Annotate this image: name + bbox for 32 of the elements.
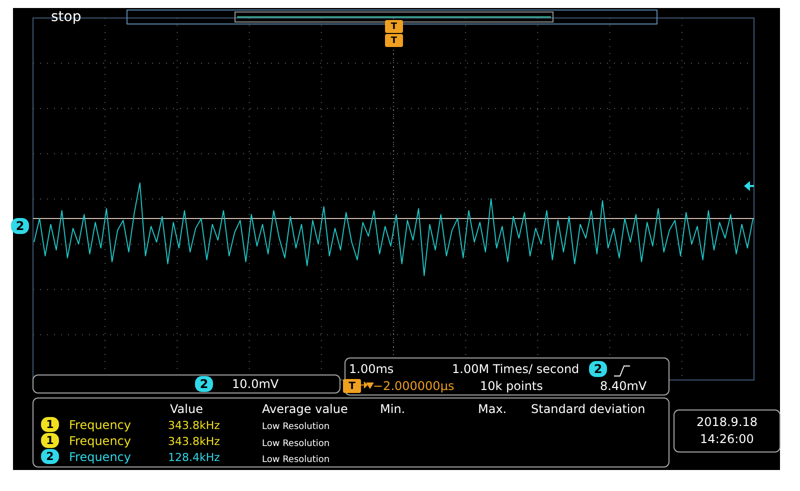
annotation: 2 [200,377,208,391]
annotation: 1.00M Times/ second [452,362,580,376]
text: 128.4kHz [168,451,220,464]
text: Low Resolution [262,455,330,465]
text: 2 [46,450,54,463]
text: Low Resolution [262,422,330,432]
text: T [348,381,356,392]
annotation: 1.00ms [349,362,394,376]
text: 1 [46,434,54,447]
text: Standard deviation [531,402,646,416]
text: Frequency [69,418,131,432]
text: 14:26:00 [700,432,754,446]
text: T [390,22,398,32]
text: Value [170,402,203,416]
text: Frequency [69,434,131,448]
text: stop [51,9,82,25]
text: T [390,36,398,46]
text: Max. [478,402,507,416]
text: 343.8kHz [168,435,220,448]
text: 2 [16,219,24,233]
text: Average value [262,402,348,416]
text: 2018.9.18 [696,415,758,429]
annotation: 2 [594,362,602,376]
text: 1 [46,418,54,431]
text: Low Resolution [262,439,330,449]
annotation: 8.40mV [600,379,648,393]
text: Min. [380,402,406,416]
annotation: 10.0mV [232,377,280,391]
annotation: −2.000000µs [373,379,454,393]
annotation: 10k points [480,379,543,393]
text: Frequency [69,450,131,464]
text: 343.8kHz [168,419,220,432]
